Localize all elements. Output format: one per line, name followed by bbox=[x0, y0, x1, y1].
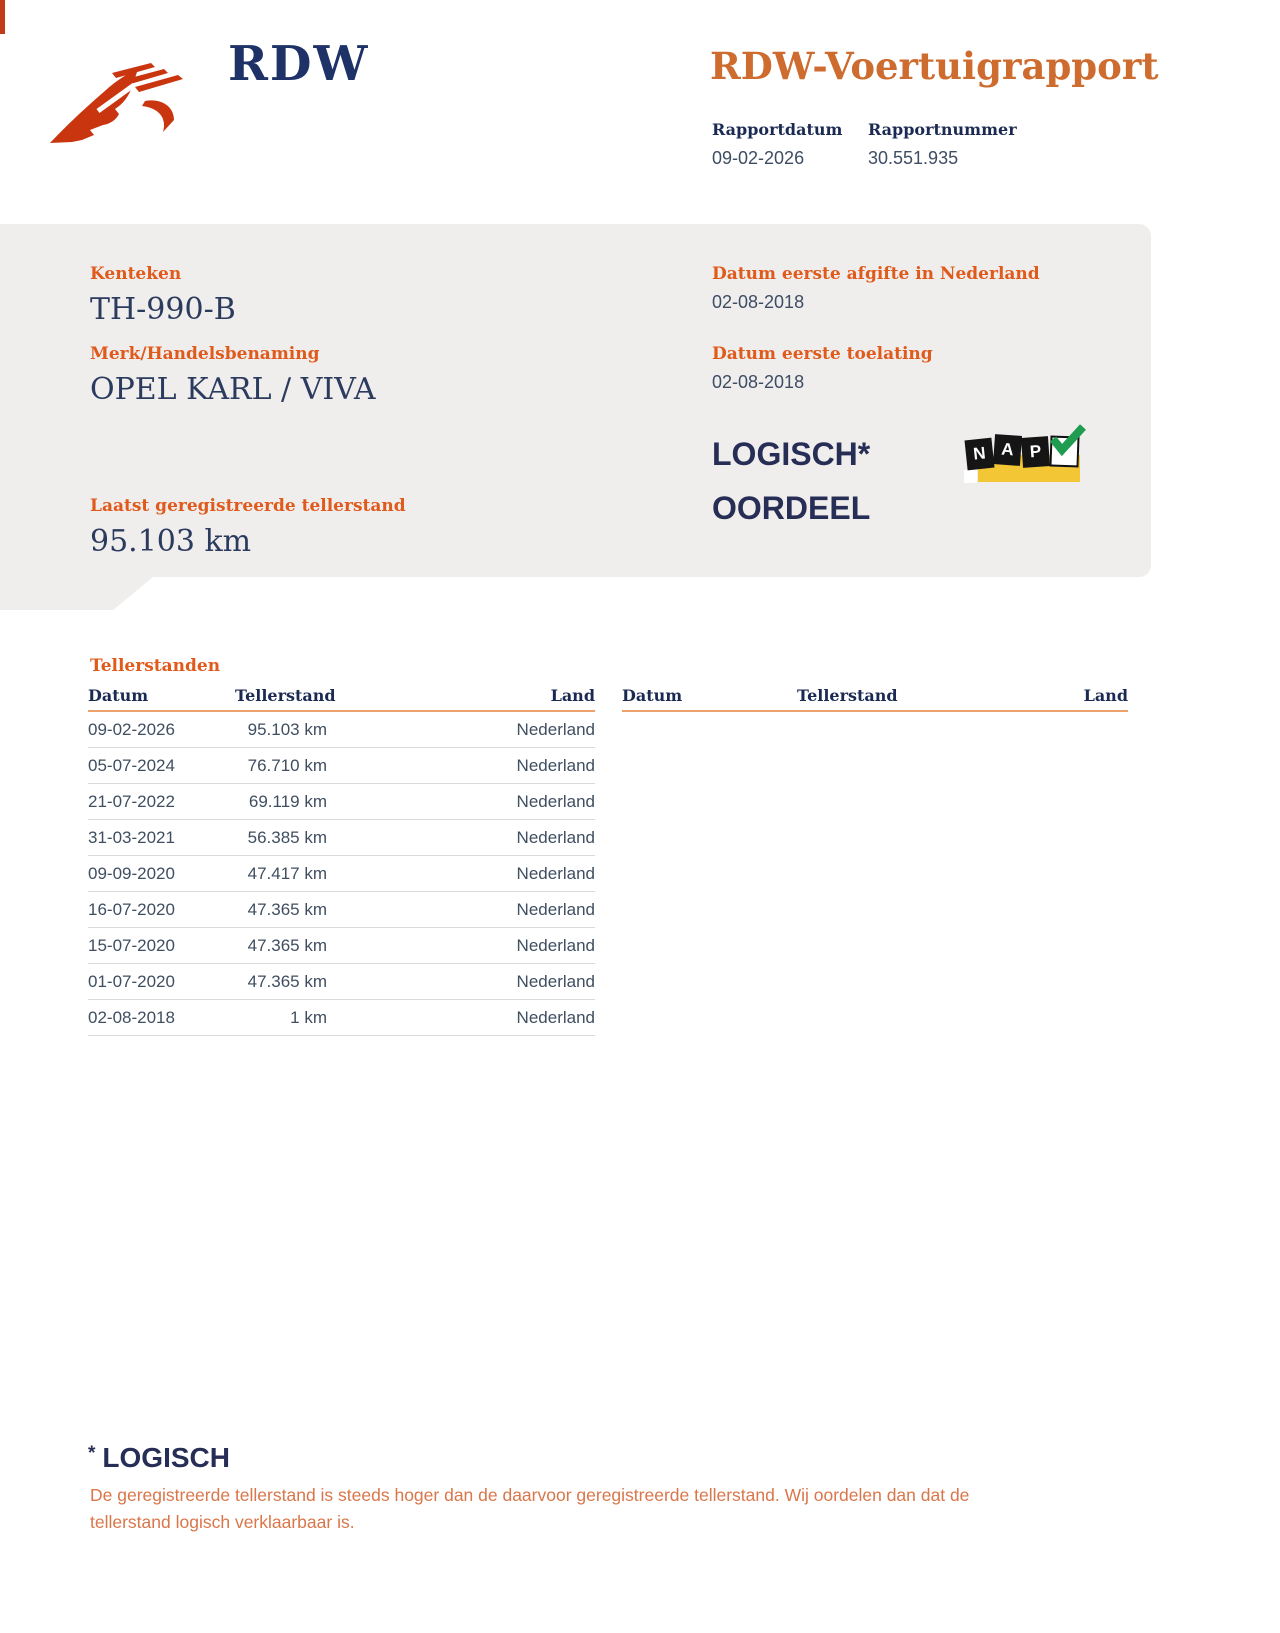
table-row: 21-07-2022 69.119 km Nederland bbox=[88, 784, 595, 820]
table-row: 31-03-2021 56.385 km Nederland bbox=[88, 820, 595, 856]
rdw-feather-icon bbox=[50, 62, 192, 153]
report-date-value: 09-02-2026 bbox=[712, 148, 805, 168]
laatste-tellerstand-label: Laatst geregistreerde tellerstand bbox=[90, 496, 406, 516]
merk-label: Merk/Handelsbenaming bbox=[90, 344, 320, 364]
report-date-label: Rapportdatum bbox=[712, 120, 843, 139]
rdw-logo-text: RDW bbox=[228, 36, 370, 92]
table-header-row: Datum Tellerstand Land bbox=[622, 686, 1128, 712]
cell-tellerstand: 47.365 km bbox=[247, 935, 327, 955]
cell-land: Nederland bbox=[516, 791, 595, 811]
cell-tellerstand: 1 km bbox=[290, 1007, 327, 1027]
oordeel-value: LOGISCH* bbox=[712, 436, 871, 472]
nap-logo: N A P bbox=[960, 424, 1086, 486]
cell-datum: 09-09-2020 bbox=[88, 863, 175, 883]
nap-letter-n: N bbox=[964, 437, 995, 471]
cell-datum: 21-07-2022 bbox=[88, 791, 175, 811]
report-number-value: 30.551.935 bbox=[868, 148, 959, 168]
page-corner-mark bbox=[0, 0, 5, 34]
toelating-value: 02-08-2018 bbox=[712, 372, 805, 392]
kenteken-label: Kenteken bbox=[90, 264, 182, 284]
summary-panel-tab bbox=[0, 577, 153, 610]
footnote-asterisk: * bbox=[88, 1443, 96, 1464]
summary-panel: Kenteken TH-990-B Merk/Handelsbenaming O… bbox=[0, 224, 1151, 577]
cell-datum: 09-02-2026 bbox=[88, 719, 175, 739]
header-datum: Datum bbox=[88, 686, 149, 705]
cell-tellerstand: 95.103 km bbox=[247, 719, 327, 739]
table-row: 01-07-2020 47.365 km Nederland bbox=[88, 964, 595, 1000]
header-datum: Datum bbox=[622, 686, 683, 705]
tellerstanden-table-right: Datum Tellerstand Land bbox=[622, 686, 1128, 1036]
nap-white-notch bbox=[964, 470, 977, 483]
cell-land: Nederland bbox=[516, 755, 595, 775]
cell-land: Nederland bbox=[516, 827, 595, 847]
cell-datum: 02-08-2018 bbox=[88, 1007, 175, 1027]
tellerstanden-table-left: Datum Tellerstand Land 09-02-2026 95.103… bbox=[88, 686, 595, 1036]
cell-land: Nederland bbox=[516, 719, 595, 739]
table-row: 05-07-2024 76.710 km Nederland bbox=[88, 748, 595, 784]
tellerstanden-tables: Datum Tellerstand Land 09-02-2026 95.103… bbox=[88, 686, 1128, 1036]
cell-datum: 15-07-2020 bbox=[88, 935, 175, 955]
kenteken-value: TH-990-B bbox=[90, 292, 236, 327]
cell-land: Nederland bbox=[516, 1007, 595, 1027]
table-header-row: Datum Tellerstand Land bbox=[88, 686, 595, 712]
laatste-tellerstand-value: 95.103 km bbox=[90, 524, 252, 559]
report-number-label: Rapportnummer bbox=[868, 120, 1017, 139]
cell-datum: 16-07-2020 bbox=[88, 899, 175, 919]
cell-tellerstand: 47.365 km bbox=[247, 899, 327, 919]
table-row: 15-07-2020 47.365 km Nederland bbox=[88, 928, 595, 964]
header-tellerstand: Tellerstand bbox=[235, 686, 336, 705]
nap-checkmark-icon bbox=[1046, 422, 1088, 463]
cell-land: Nederland bbox=[516, 971, 595, 991]
footnote-line: tellerstand logisch verklaarbaar is. bbox=[90, 1512, 355, 1532]
merk-value: OPEL KARL / VIVA bbox=[90, 372, 376, 407]
footnote-title-text: LOGISCH bbox=[102, 1442, 230, 1473]
table-body: 09-02-2026 95.103 km Nederland 05-07-202… bbox=[88, 712, 595, 1036]
cell-datum: 05-07-2024 bbox=[88, 755, 175, 775]
footnote-line: De geregistreerde tellerstand is steeds … bbox=[90, 1485, 970, 1505]
table-row: 09-09-2020 47.417 km Nederland bbox=[88, 856, 595, 892]
header-tellerstand: Tellerstand bbox=[797, 686, 898, 705]
cell-land: Nederland bbox=[516, 863, 595, 883]
afgifte-value: 02-08-2018 bbox=[712, 292, 805, 312]
cell-tellerstand: 56.385 km bbox=[247, 827, 327, 847]
footnote-text: De geregistreerde tellerstand is steeds … bbox=[90, 1482, 1130, 1536]
oordeel-label: OORDEEL bbox=[712, 490, 871, 526]
toelating-label: Datum eerste toelating bbox=[712, 344, 933, 364]
footnote-title: * LOGISCH bbox=[88, 1442, 230, 1474]
cell-datum: 31-03-2021 bbox=[88, 827, 175, 847]
cell-land: Nederland bbox=[516, 899, 595, 919]
cell-land: Nederland bbox=[516, 935, 595, 955]
header-land: Land bbox=[1083, 686, 1128, 705]
header-land: Land bbox=[550, 686, 595, 705]
tellerstanden-title: Tellerstanden bbox=[90, 656, 221, 676]
cell-datum: 01-07-2020 bbox=[88, 971, 175, 991]
cell-tellerstand: 47.417 km bbox=[247, 863, 327, 883]
cell-tellerstand: 47.365 km bbox=[247, 971, 327, 991]
afgifte-label: Datum eerste afgifte in Nederland bbox=[712, 264, 1040, 284]
cell-tellerstand: 76.710 km bbox=[247, 755, 327, 775]
table-row: 16-07-2020 47.365 km Nederland bbox=[88, 892, 595, 928]
nap-letter-a: A bbox=[992, 434, 1023, 466]
report-title: RDW-Voertuigrapport bbox=[710, 44, 1159, 88]
table-row: 09-02-2026 95.103 km Nederland bbox=[88, 712, 595, 748]
cell-tellerstand: 69.119 km bbox=[248, 791, 327, 811]
table-row: 02-08-2018 1 km Nederland bbox=[88, 1000, 595, 1036]
